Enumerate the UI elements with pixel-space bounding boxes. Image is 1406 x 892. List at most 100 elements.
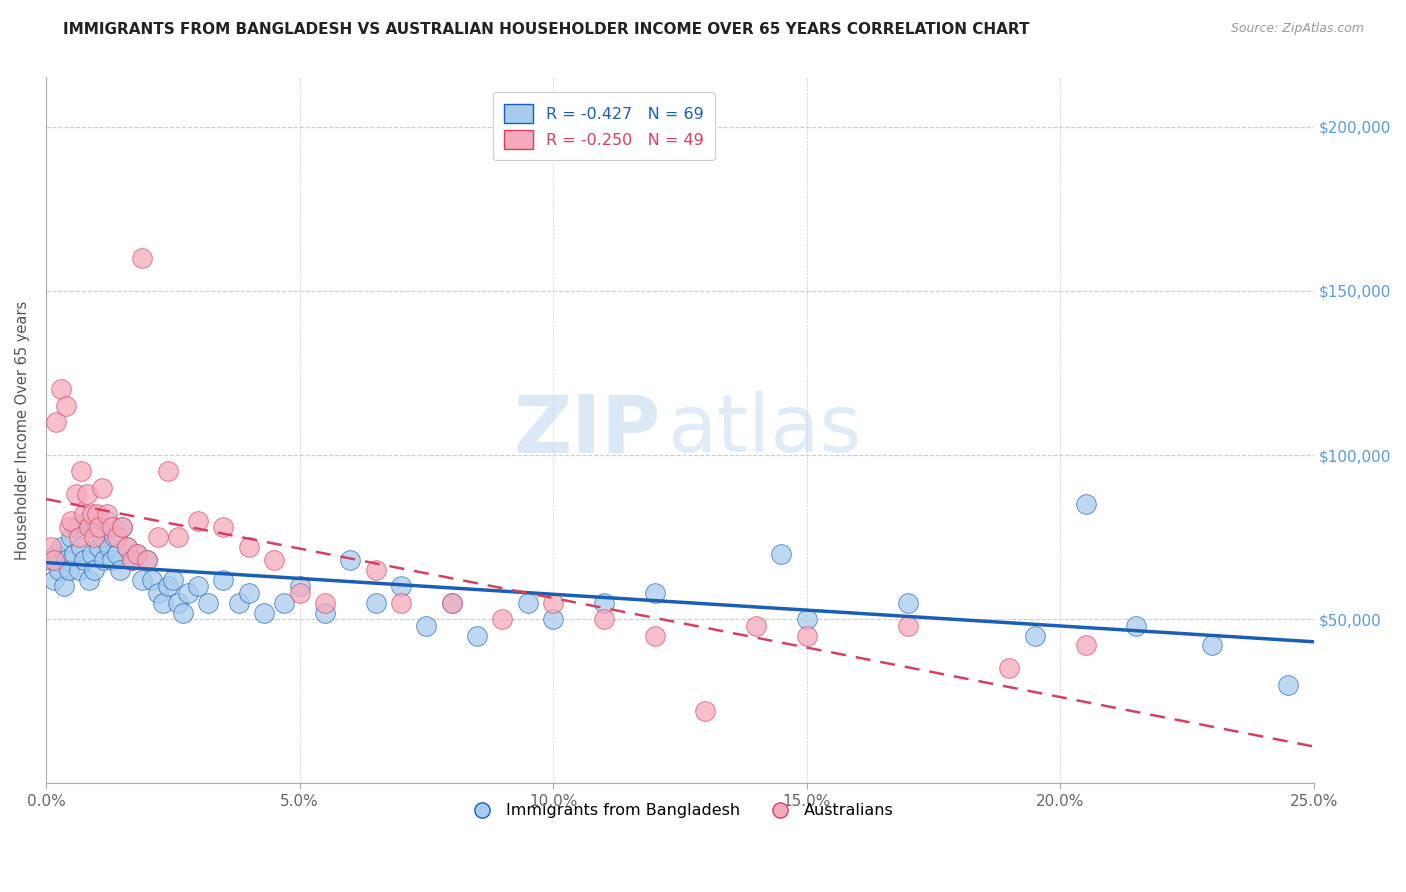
Point — [115, 540, 138, 554]
Point — [238, 540, 260, 554]
Point — [166, 596, 188, 610]
Point — [288, 586, 311, 600]
Point — [389, 596, 412, 610]
Point — [90, 530, 112, 544]
Point — [86, 520, 108, 534]
Point — [89, 540, 111, 554]
Point — [86, 507, 108, 521]
Point — [644, 629, 666, 643]
Point — [103, 530, 125, 544]
Point — [146, 530, 169, 544]
Point — [67, 530, 90, 544]
Point — [389, 579, 412, 593]
Point — [644, 586, 666, 600]
Point — [541, 612, 564, 626]
Point — [83, 563, 105, 577]
Point — [273, 596, 295, 610]
Y-axis label: Householder Income Over 65 years: Householder Income Over 65 years — [15, 301, 30, 560]
Point — [172, 606, 194, 620]
Point — [101, 520, 124, 534]
Point — [80, 507, 103, 521]
Point — [695, 704, 717, 718]
Point — [897, 619, 920, 633]
Point — [187, 579, 209, 593]
Point — [491, 612, 513, 626]
Point — [115, 540, 138, 554]
Point — [80, 547, 103, 561]
Point — [65, 487, 87, 501]
Point — [121, 553, 143, 567]
Point — [77, 520, 100, 534]
Point — [187, 514, 209, 528]
Point — [73, 553, 96, 567]
Point — [146, 586, 169, 600]
Point — [592, 612, 614, 626]
Point — [108, 563, 131, 577]
Point — [58, 520, 80, 534]
Point — [111, 520, 134, 534]
Point — [263, 553, 285, 567]
Point — [253, 606, 276, 620]
Point — [288, 579, 311, 593]
Point — [440, 596, 463, 610]
Point — [83, 530, 105, 544]
Legend: Immigrants from Bangladesh, Australians: Immigrants from Bangladesh, Australians — [460, 797, 900, 825]
Text: IMMIGRANTS FROM BANGLADESH VS AUSTRALIAN HOUSEHOLDER INCOME OVER 65 YEARS CORREL: IMMIGRANTS FROM BANGLADESH VS AUSTRALIAN… — [63, 22, 1029, 37]
Point — [131, 573, 153, 587]
Point — [177, 586, 200, 600]
Point — [60, 530, 83, 544]
Point — [48, 563, 70, 577]
Point — [541, 596, 564, 610]
Point — [51, 383, 73, 397]
Point — [60, 514, 83, 528]
Point — [55, 399, 77, 413]
Point — [998, 661, 1021, 675]
Point — [89, 520, 111, 534]
Point — [152, 596, 174, 610]
Point — [136, 553, 159, 567]
Point — [45, 547, 67, 561]
Point — [73, 507, 96, 521]
Point — [1074, 639, 1097, 653]
Point — [156, 465, 179, 479]
Point — [228, 596, 250, 610]
Point — [42, 573, 65, 587]
Point — [745, 619, 768, 633]
Point — [76, 487, 98, 501]
Point — [440, 596, 463, 610]
Point — [101, 553, 124, 567]
Point — [111, 520, 134, 534]
Point — [127, 547, 149, 561]
Point — [121, 553, 143, 567]
Point — [67, 563, 90, 577]
Point — [98, 540, 121, 554]
Point — [1277, 678, 1299, 692]
Text: atlas: atlas — [668, 392, 862, 469]
Text: Source: ZipAtlas.com: Source: ZipAtlas.com — [1230, 22, 1364, 36]
Point — [415, 619, 437, 633]
Point — [1201, 639, 1223, 653]
Point — [90, 481, 112, 495]
Point — [77, 573, 100, 587]
Point — [796, 612, 818, 626]
Point — [364, 596, 387, 610]
Point — [314, 596, 336, 610]
Point — [131, 251, 153, 265]
Point — [51, 540, 73, 554]
Point — [136, 553, 159, 567]
Point — [63, 547, 86, 561]
Point — [162, 573, 184, 587]
Point — [127, 547, 149, 561]
Point — [516, 596, 538, 610]
Point — [592, 596, 614, 610]
Point — [1024, 629, 1046, 643]
Point — [796, 629, 818, 643]
Point — [105, 547, 128, 561]
Point — [96, 514, 118, 528]
Point — [212, 520, 235, 534]
Point — [364, 563, 387, 577]
Point — [39, 540, 62, 554]
Point — [1125, 619, 1147, 633]
Point — [45, 415, 67, 429]
Text: ZIP: ZIP — [513, 392, 661, 469]
